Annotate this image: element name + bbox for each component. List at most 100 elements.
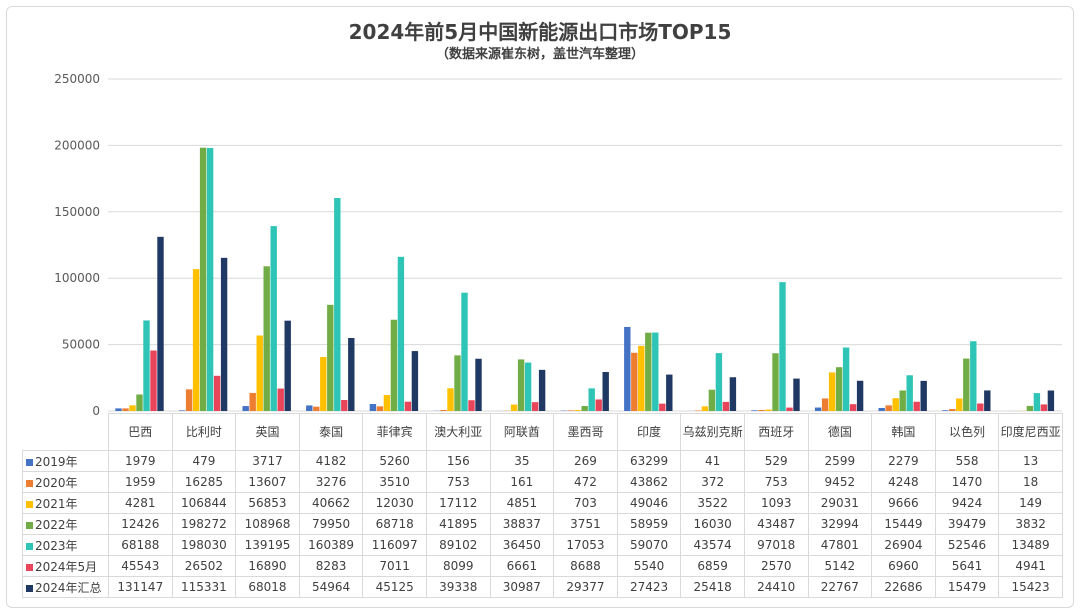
bar-2021年-英国 bbox=[256, 335, 263, 411]
bar-2022年-乌兹别克斯 bbox=[708, 389, 716, 411]
bar-2022年-西班牙 bbox=[772, 353, 779, 411]
legend-entry: 2022年 bbox=[22, 513, 109, 535]
bar-2024年汇总-印度 bbox=[666, 374, 673, 411]
bar-2020年-泰国 bbox=[313, 406, 320, 411]
category-label: 德国 bbox=[807, 413, 873, 451]
data-label: 43862 bbox=[616, 471, 682, 493]
bar-2019年-印度 bbox=[624, 326, 631, 411]
bar-2023年-乌兹别克斯 bbox=[715, 353, 723, 411]
bar-2022年-阿联酋 bbox=[517, 359, 525, 411]
data-label: 29031 bbox=[807, 492, 873, 514]
data-label: 26502 bbox=[171, 555, 237, 577]
data-label: 2599 bbox=[807, 450, 873, 472]
data-label: 753 bbox=[743, 471, 809, 493]
data-label: 45543 bbox=[108, 555, 173, 577]
chart-frame bbox=[6, 6, 1074, 608]
bar-2023年-阿联酋 bbox=[524, 362, 532, 411]
legend-swatch bbox=[26, 563, 33, 571]
data-label: 38837 bbox=[489, 513, 555, 535]
data-label: 8688 bbox=[553, 555, 618, 577]
legend-swatch bbox=[26, 584, 33, 592]
bar-2024年汇总-阿联酋 bbox=[538, 369, 546, 411]
data-label: 2279 bbox=[871, 450, 936, 472]
data-label: 753 bbox=[425, 471, 491, 493]
data-label: 703 bbox=[553, 492, 618, 514]
data-label: 6960 bbox=[871, 555, 936, 577]
category-label: 韩国 bbox=[871, 413, 936, 451]
data-label: 1093 bbox=[743, 492, 809, 514]
bar-2022年-澳大利亚 bbox=[454, 355, 461, 411]
bar-2021年-泰国 bbox=[320, 357, 327, 411]
bar-2020年-菲律宾 bbox=[376, 406, 384, 411]
bar-2024年汇总-乌兹别克斯 bbox=[729, 377, 737, 411]
data-label: 25418 bbox=[680, 576, 745, 598]
bar-2021年-韩国 bbox=[892, 398, 899, 411]
chart-subtitle: （数据来源崔东树，盖世汽车整理） bbox=[435, 47, 644, 62]
data-label: 131147 bbox=[108, 576, 173, 598]
series-name: 2021年 bbox=[35, 496, 78, 511]
data-label: 115331 bbox=[171, 576, 237, 598]
data-label: 5641 bbox=[934, 555, 1000, 577]
data-label: 36450 bbox=[489, 534, 555, 556]
bar-2022年-以色列 bbox=[963, 358, 970, 411]
series-name: 2022年 bbox=[35, 517, 78, 532]
data-label: 1470 bbox=[934, 471, 1000, 493]
legend-entry: 2020年 bbox=[22, 471, 109, 493]
bar-2021年-澳大利亚 bbox=[447, 388, 454, 411]
bar-2024年5月-墨西哥 bbox=[595, 399, 602, 411]
data-label: 4851 bbox=[489, 492, 555, 514]
data-label: 39338 bbox=[425, 576, 491, 598]
data-label: 6661 bbox=[489, 555, 555, 577]
y-tick-label: 100000 bbox=[54, 271, 100, 285]
bar-2024年5月-泰国 bbox=[341, 400, 348, 411]
data-label: 12426 bbox=[108, 513, 173, 535]
series-name: 2024年5月 bbox=[35, 559, 98, 574]
bar-2020年-澳大利亚 bbox=[440, 410, 447, 411]
data-label: 41 bbox=[680, 450, 745, 472]
data-label: 17053 bbox=[553, 534, 618, 556]
legend-entry: 2024年5月 bbox=[22, 555, 109, 577]
category-label: 乌兹别克斯 bbox=[680, 413, 745, 451]
data-label: 27423 bbox=[616, 576, 682, 598]
data-label: 4941 bbox=[998, 555, 1063, 577]
legend-swatch bbox=[26, 521, 33, 529]
bar-2024年汇总-菲律宾 bbox=[411, 351, 419, 411]
data-label: 68718 bbox=[362, 513, 427, 535]
data-label: 8283 bbox=[298, 555, 364, 577]
data-label: 79950 bbox=[298, 513, 364, 535]
table-row: 2024年5月 45543 26502 16890 8283 7011 8099 6661 86… bbox=[22, 555, 1063, 577]
bar-2019年-泰国 bbox=[306, 405, 313, 411]
y-tick-label: 150000 bbox=[54, 205, 100, 219]
bar-2024年汇总-巴西 bbox=[157, 236, 164, 411]
category-label: 印度尼西亚 bbox=[998, 413, 1063, 451]
data-label: 54964 bbox=[298, 576, 364, 598]
data-label: 59070 bbox=[616, 534, 682, 556]
bar-2024年5月-印度尼西亚 bbox=[1040, 404, 1048, 411]
bar-2019年-以色列 bbox=[942, 410, 949, 411]
data-label: 15479 bbox=[934, 576, 1000, 598]
bar-2024年汇总-韩国 bbox=[920, 380, 927, 411]
data-label: 156 bbox=[425, 450, 491, 472]
bar-2022年-印度 bbox=[645, 332, 652, 411]
legend-swatch bbox=[26, 479, 33, 487]
data-label: 47801 bbox=[807, 534, 873, 556]
series-name: 2019年 bbox=[35, 454, 78, 469]
bar-2023年-英国 bbox=[270, 226, 277, 411]
legend-entry: 2021年 bbox=[22, 492, 109, 514]
bar-2024年5月-印度 bbox=[659, 403, 666, 411]
bar-2019年-比利时 bbox=[178, 410, 186, 411]
table-row: 2023年 68188 198030 139195 160389 116097 89102 3… bbox=[22, 534, 1063, 556]
data-label: 49046 bbox=[616, 492, 682, 514]
bar-2024年汇总-德国 bbox=[856, 380, 864, 411]
bar-2023年-泰国 bbox=[334, 198, 341, 411]
bar-2021年-墨西哥 bbox=[574, 410, 581, 411]
bar-2022年-泰国 bbox=[327, 304, 334, 411]
data-label: 12030 bbox=[362, 492, 427, 514]
bar-2024年汇总-以色列 bbox=[984, 390, 991, 411]
data-label: 5260 bbox=[362, 450, 427, 472]
bar-2020年-德国 bbox=[821, 398, 829, 411]
data-label: 139195 bbox=[235, 534, 300, 556]
data-label: 32994 bbox=[807, 513, 873, 535]
